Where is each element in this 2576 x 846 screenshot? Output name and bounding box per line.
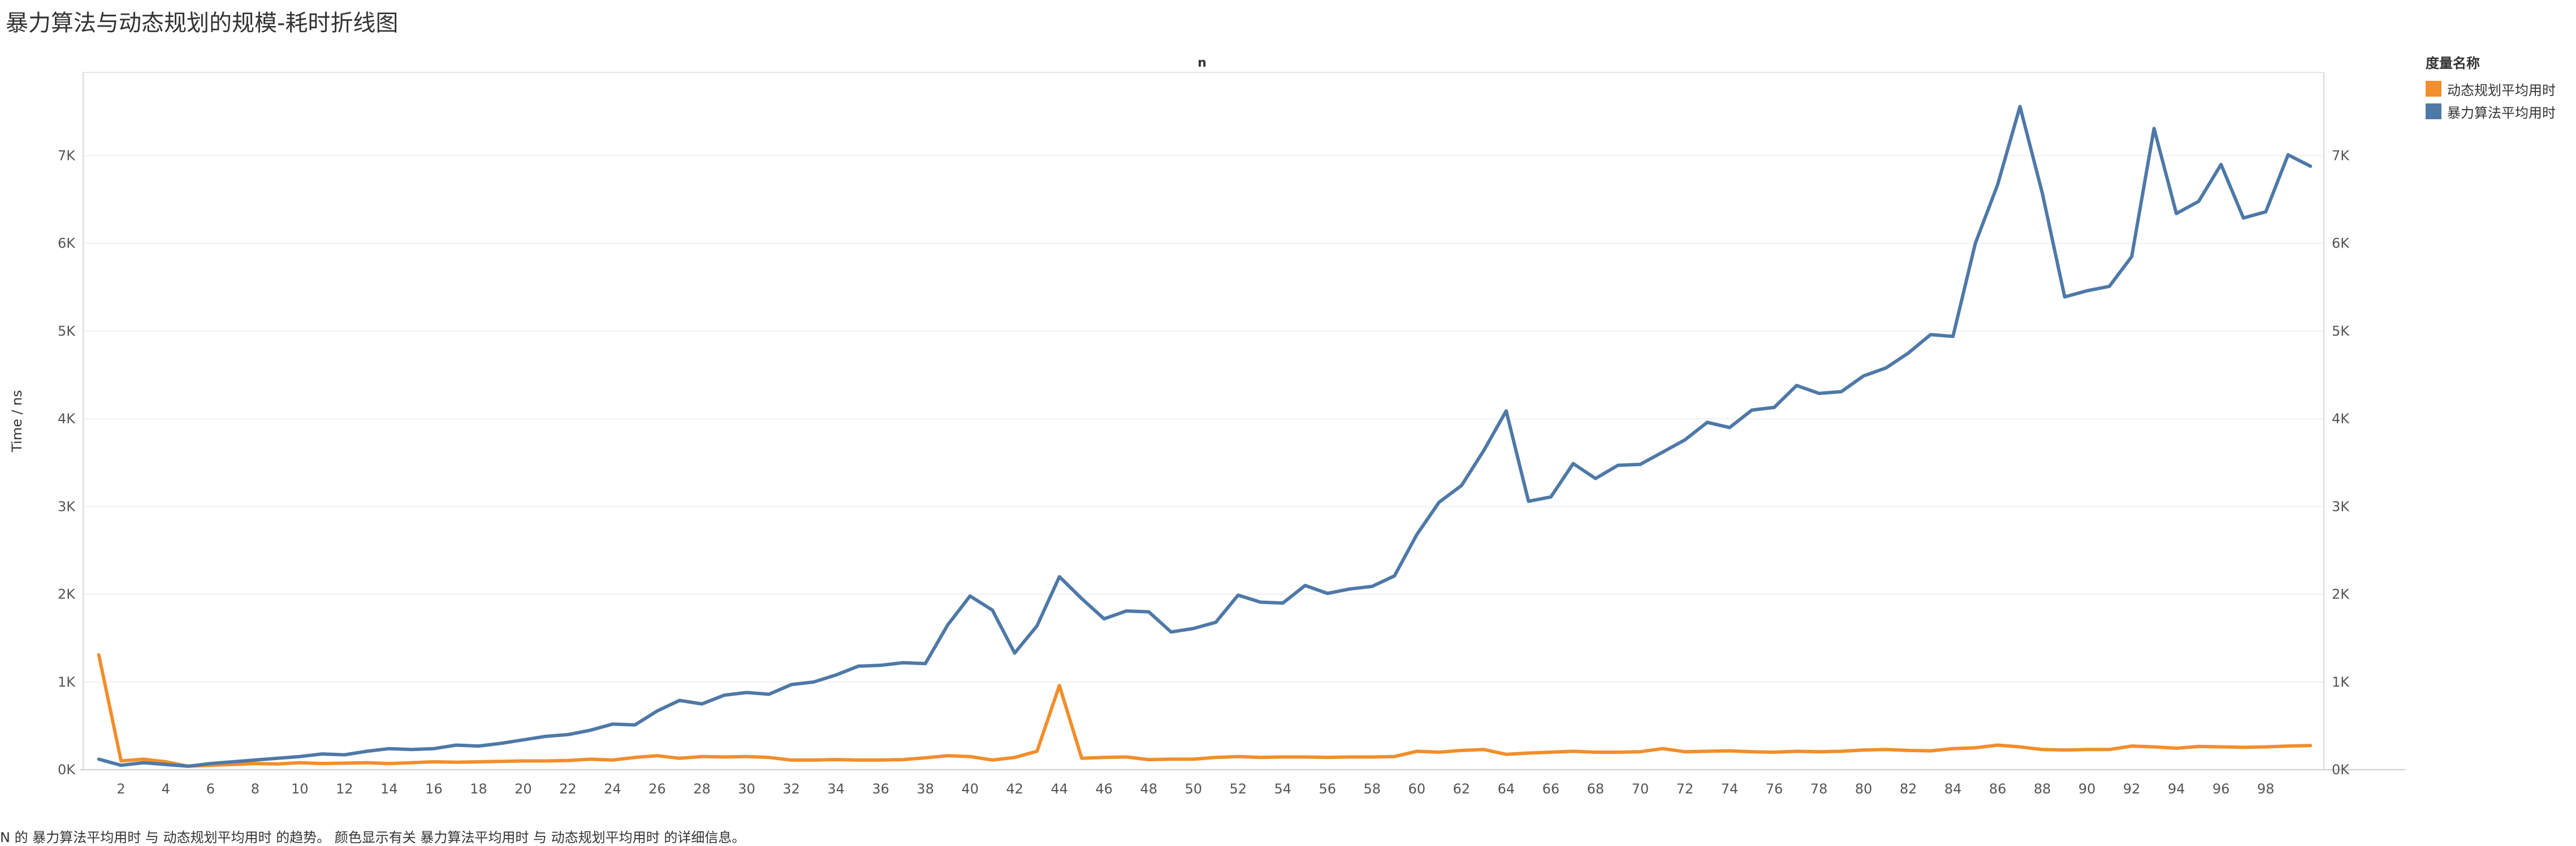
x-tick-label: 16 xyxy=(425,781,443,797)
legend-item-brute[interactable]: 暴力算法平均用时 xyxy=(2426,100,2556,123)
x-tick-label: 54 xyxy=(1274,781,1291,797)
legend-swatch-brute xyxy=(2426,103,2441,119)
y-tick-label-right: 4K xyxy=(2332,411,2350,427)
x-tick-label: 24 xyxy=(604,781,621,797)
y-tick-label-left: 7K xyxy=(58,147,76,163)
x-tick-label: 48 xyxy=(1140,781,1157,797)
y-tick-label-right: 0K xyxy=(2332,762,2350,778)
x-tick-label: 20 xyxy=(515,781,532,797)
x-tick-label: 58 xyxy=(1364,781,1381,797)
x-tick-label: 30 xyxy=(738,781,755,797)
grid-lines xyxy=(83,155,2324,683)
x-tick-label: 82 xyxy=(1900,781,1917,797)
y-tick-label-left: 5K xyxy=(58,323,76,339)
x-tick-label: 40 xyxy=(961,781,979,797)
x-tick-label: 78 xyxy=(1810,781,1828,797)
y-tick-label-right: 1K xyxy=(2332,674,2350,690)
x-tick-label: 70 xyxy=(1632,781,1649,797)
x-tick-label: 32 xyxy=(783,781,800,797)
x-tick-label: 28 xyxy=(693,781,711,797)
y-ticks-right: 0K 1K 2K 3K 4K 5K 6K 7K xyxy=(2332,147,2350,778)
x-tick-label: 50 xyxy=(1185,781,1202,797)
chart-caption: N 的 暴力算法平均用时 与 动态规划平均用时 的趋势。 颜色显示有关 暴力算法… xyxy=(0,830,746,845)
y-tick-label-left: 3K xyxy=(58,498,76,514)
x-tick-label: 38 xyxy=(917,781,934,797)
x-tick-label: 2 xyxy=(117,781,126,797)
x-tick-label: 34 xyxy=(827,781,845,797)
series-line-dp xyxy=(97,653,2313,768)
x-tick-label: 6 xyxy=(206,781,215,797)
x-tick-label: 18 xyxy=(470,781,487,797)
y-tick-label-left: 4K xyxy=(58,411,76,427)
x-tick-label: 42 xyxy=(1006,781,1023,797)
x-tick-label: 86 xyxy=(1989,781,2007,797)
y-tick-label-left: 2K xyxy=(58,587,76,602)
series-lines xyxy=(97,105,2313,768)
legend: 度量名称 动态规划平均用时 暴力算法平均用时 xyxy=(2426,52,2556,123)
x-tick-label: 98 xyxy=(2257,781,2275,797)
y-tick-label-right: 6K xyxy=(2332,236,2350,251)
x-tick-label: 92 xyxy=(2123,781,2141,797)
x-tick-label: 84 xyxy=(1944,781,1962,797)
x-tick-label: 88 xyxy=(2034,781,2051,797)
x-tick-label: 94 xyxy=(2168,781,2185,797)
legend-title: 度量名称 xyxy=(2426,55,2480,71)
x-tick-label: 46 xyxy=(1095,781,1113,797)
x-tick-label: 12 xyxy=(336,781,353,797)
y-tick-label-right: 5K xyxy=(2332,323,2350,339)
x-tick-label: 68 xyxy=(1587,781,1605,797)
x-tick-label: 66 xyxy=(1542,781,1560,797)
legend-label-dp: 动态规划平均用时 xyxy=(2447,82,2556,98)
y-axis-title: Time / ns xyxy=(9,390,25,453)
x-tick-label: 56 xyxy=(1319,781,1337,797)
x-tick-label: 62 xyxy=(1453,781,1471,797)
x-ticks: 2 4 6 8 10 12 14 16 18 20 22 24 26 28 30 32 34 36 38 40 42 44… xyxy=(117,781,2275,797)
x-tick-label: 90 xyxy=(2078,781,2096,797)
x-tick-label: 96 xyxy=(2212,781,2230,797)
x-tick-label: 14 xyxy=(381,781,398,797)
y-tick-label-right: 7K xyxy=(2332,147,2350,163)
x-tick-label: 36 xyxy=(872,781,889,797)
x-tick-label: 64 xyxy=(1498,781,1515,797)
x-tick-label: 72 xyxy=(1676,781,1694,797)
y-tick-label-left: 6K xyxy=(58,236,76,251)
legend-item-dp[interactable]: 动态规划平均用时 xyxy=(2426,77,2556,100)
x-tick-label: 60 xyxy=(1408,781,1426,797)
x-tick-label: 52 xyxy=(1229,781,1247,797)
x-tick-label: 44 xyxy=(1051,781,1068,797)
x-tick-label: 22 xyxy=(559,781,577,797)
y-tick-label-right: 2K xyxy=(2332,587,2350,602)
x-tick-label: 74 xyxy=(1721,781,1739,797)
page-title: 暴力算法与动态规划的规模-耗时折线图 xyxy=(6,10,399,36)
axes xyxy=(80,72,2406,770)
y-tick-label-right: 3K xyxy=(2332,498,2350,514)
x-tick-label: 8 xyxy=(251,781,260,797)
y-tick-label-left: 0K xyxy=(58,762,76,778)
x-axis-title: n xyxy=(1198,56,1207,70)
y-tick-label-left: 1K xyxy=(58,674,76,690)
legend-label-brute: 暴力算法平均用时 xyxy=(2447,105,2556,121)
series-line-brute xyxy=(97,105,2313,768)
legend-swatch-dp xyxy=(2426,81,2441,97)
y-ticks-left: 0K 1K 2K 3K 4K 5K 6K 7K xyxy=(58,147,76,778)
x-tick-label: 10 xyxy=(291,781,309,797)
x-tick-label: 76 xyxy=(1766,781,1783,797)
x-tick-label: 80 xyxy=(1855,781,1873,797)
x-tick-label: 26 xyxy=(649,781,666,797)
x-tick-label: 4 xyxy=(162,781,170,797)
